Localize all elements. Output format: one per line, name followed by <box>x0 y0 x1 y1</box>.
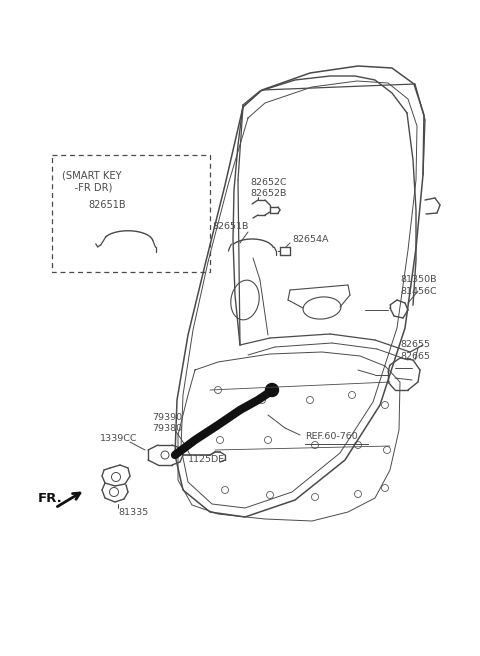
Text: 81456C: 81456C <box>400 287 437 296</box>
Text: (SMART KEY: (SMART KEY <box>62 170 121 180</box>
Text: 82652B: 82652B <box>250 189 287 198</box>
Ellipse shape <box>231 280 259 320</box>
Text: 79380: 79380 <box>152 424 182 433</box>
Text: 81335: 81335 <box>118 508 148 517</box>
Text: 82652C: 82652C <box>250 178 287 187</box>
Ellipse shape <box>303 297 341 319</box>
Text: 82654A: 82654A <box>292 235 328 244</box>
Text: 82665: 82665 <box>400 352 430 361</box>
Text: REF.60-760: REF.60-760 <box>305 432 358 441</box>
Circle shape <box>265 384 278 396</box>
Text: -FR DR): -FR DR) <box>62 183 112 193</box>
Text: 81350B: 81350B <box>400 275 436 284</box>
Text: 82655: 82655 <box>400 340 430 349</box>
Text: 79390: 79390 <box>152 413 182 422</box>
Text: 1125DE: 1125DE <box>188 455 225 464</box>
Text: 1339CC: 1339CC <box>100 434 137 443</box>
Text: 82651B: 82651B <box>212 222 248 231</box>
Text: 82651B: 82651B <box>88 200 126 210</box>
FancyBboxPatch shape <box>52 155 210 272</box>
Text: FR.: FR. <box>38 491 63 504</box>
